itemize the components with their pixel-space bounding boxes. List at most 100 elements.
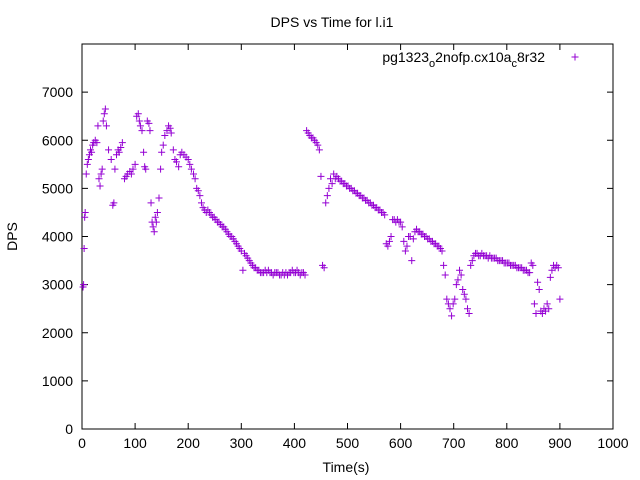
y-tick-label: 5000 [42,180,73,196]
data-point [443,295,451,303]
data-point [398,223,406,231]
data-point [127,170,135,178]
x-tick-label: 300 [230,435,254,451]
data-point [530,300,538,308]
data-point [451,295,459,303]
data-point [184,156,192,163]
data-point [301,271,309,279]
data-point [465,310,473,317]
data-point [387,233,395,240]
data-point [84,156,92,163]
legend: pg1323o2nofp.cx10ac8r32 [382,49,579,70]
data-point [526,269,534,277]
data-point [325,184,333,192]
x-tick-label: 800 [495,435,519,451]
data-point [397,218,405,226]
data-point [117,143,125,151]
data-point [129,165,137,173]
data-point [400,237,408,245]
data-point [323,192,331,200]
data-point [454,276,462,284]
data-point [173,158,181,166]
data-point [101,105,109,113]
x-tick-label: 1000 [597,435,628,451]
x-tick-label: 0 [78,435,86,451]
data-point [167,129,175,137]
data-point [191,175,199,183]
data-point [452,281,460,289]
data-point [532,310,540,317]
data-point [446,305,454,313]
data-point [111,165,119,173]
data-point [96,182,104,190]
data-point [166,124,174,132]
data-point [147,199,155,207]
data-point [456,266,464,274]
data-point [457,271,465,279]
data-point [554,264,562,272]
data-point [81,213,89,221]
legend-series-label: pg1323o2nofp.cx10ac8r32 [382,49,545,70]
data-point [134,110,142,118]
data-point [197,199,205,207]
legend-marker-plus [571,53,579,61]
data-point [105,146,113,154]
data-point [315,146,323,154]
data-point [152,218,160,226]
data-point [169,146,177,154]
data-point [190,170,198,178]
plot-frame [81,43,614,430]
data-point [95,175,103,183]
data-point [449,300,457,308]
data-point [317,172,325,180]
data-point [408,257,416,265]
data-point [468,257,476,265]
data-point [460,290,468,298]
x-tick-label: 700 [442,435,466,451]
data-point [320,264,328,272]
data-point [464,305,472,313]
data-point [155,194,163,202]
data-point [239,266,247,274]
y-tick-label: 4000 [42,229,73,245]
data-point [98,165,106,173]
data-point [196,192,204,200]
data-point [136,122,144,130]
data-point [462,295,470,303]
data-point [107,156,115,163]
data-point [401,247,409,255]
data-point [99,117,107,125]
y-tick-label: 1000 [42,373,73,389]
data-point [409,235,417,243]
data-point [118,139,126,147]
data-point [535,285,543,293]
data-point [115,148,123,156]
x-tick-label: 200 [177,435,201,451]
data-point [102,122,110,130]
data-point [381,211,389,219]
data-point [534,278,542,286]
data-point [157,165,165,173]
x-tick-label: 600 [389,435,413,451]
data-point [151,213,159,221]
y-tick-label: 6000 [42,132,73,148]
data-point [97,170,105,178]
data-point [150,228,158,236]
data-point [146,127,154,135]
data-point [322,199,330,207]
data-point [94,122,102,130]
data-point [82,170,90,178]
data-point [100,110,108,118]
data-point [110,199,118,207]
data-point [161,131,169,139]
data-point [186,160,194,168]
data-point [385,237,393,245]
data-point [80,245,88,253]
data-point [546,273,554,281]
data-point [194,187,202,195]
data-point [403,242,411,250]
x-tick-label: 100 [123,435,147,451]
y-axis-title: DPS [4,222,20,251]
legend-series-marker [571,53,579,61]
data-point [81,208,89,216]
